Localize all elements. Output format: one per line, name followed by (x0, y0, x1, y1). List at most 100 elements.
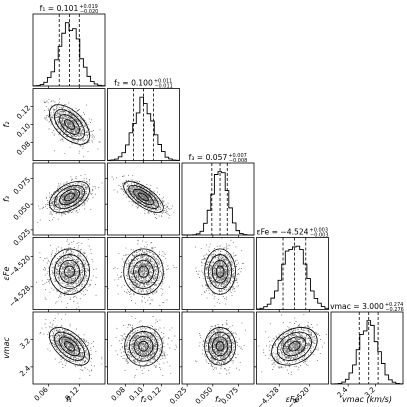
title-f3: f₃ = 0.057+0.007 −0.008 (189, 153, 248, 164)
sample-points (37, 174, 103, 224)
x-tick-label: −4.528 (255, 385, 280, 407)
contour-1.5sigma (128, 184, 159, 209)
sample-points (195, 237, 244, 307)
x-axis-label: f₁ (66, 395, 72, 404)
hist-panel-f1: f₁ = 0.101+0.019 −0.020 (32, 4, 106, 87)
x-axis-label: vmac (km/s) (342, 395, 392, 404)
contour-2sigma (49, 248, 90, 295)
contour-1sigma (59, 259, 80, 284)
frame (32, 13, 106, 87)
frame (32, 162, 106, 236)
y-tick-label: 2.4 (18, 363, 33, 378)
sample-points (107, 239, 177, 306)
scatter-panel-eps_fe-v_mac (256, 311, 329, 385)
x-tick-label: 0.025 (168, 385, 189, 406)
title-plus: +0.007 (228, 153, 247, 159)
contour-1.5sigma (54, 184, 85, 209)
scatter-panel-f2-f3 (107, 162, 180, 236)
frame (181, 311, 255, 385)
x-tick-label: 0.075 (219, 385, 240, 406)
contour-1sigma (211, 259, 229, 284)
title-f1: f₁ = 0.101+0.019 −0.020 (40, 4, 99, 15)
frame (181, 237, 255, 310)
contour-1.5sigma (128, 331, 159, 362)
hist-panel-eps_fe: εFe = −4.524+0.003 −0.003 (256, 228, 329, 310)
scatter-panel-f1-f3 (32, 162, 106, 236)
contour-2sigma (204, 248, 236, 295)
contour-2sigma (49, 104, 90, 145)
x-tick-label: 0.12 (145, 385, 163, 403)
contour-1sigma (59, 188, 80, 206)
frame (256, 237, 329, 310)
y-tick-label: 0.075 (11, 175, 32, 196)
contour-0.5sigma (215, 341, 225, 352)
contour-1sigma (211, 336, 229, 357)
title-minus: −0.008 (229, 158, 248, 164)
contour-2sigma (271, 327, 318, 366)
contour-1sigma (59, 336, 80, 357)
frame (256, 311, 329, 385)
contour-2sigma (124, 326, 163, 367)
x-axis-label: f₃ (215, 395, 221, 404)
x-axis-label: f₂ (140, 395, 147, 404)
contour-0.5sigma (215, 265, 225, 278)
y-axis-label: vmac (2, 336, 11, 358)
contour-0.5sigma (64, 119, 75, 130)
contour-2sigma (123, 248, 164, 295)
contour-2sigma (204, 327, 236, 366)
contour-0.5sigma (288, 341, 301, 352)
contour-2sigma (49, 181, 90, 213)
sample-points (111, 315, 177, 378)
hist-f1 (32, 22, 106, 87)
title-minus: −0.011 (154, 84, 173, 90)
title-plus: +0.274 (385, 302, 404, 308)
contour-1sigma (133, 188, 154, 206)
y-tick-label: 0.050 (11, 201, 32, 222)
contour-1.5sigma (276, 331, 312, 361)
contour-0.5sigma (138, 265, 149, 278)
contour-0.5sigma (138, 192, 149, 202)
title-plus: +0.003 (310, 228, 329, 234)
contour-1sigma (133, 259, 154, 284)
contour-1sigma (282, 336, 307, 357)
title-minus: −0.003 (310, 233, 329, 239)
title-f2: f₂ = 0.100+0.011 −0.011 (114, 79, 173, 90)
hist-panel-f2: f₂ = 0.100+0.011 −0.011 (107, 79, 180, 161)
scatter-panel-f3-eps_fe (181, 237, 255, 310)
sample-points (111, 174, 180, 219)
sample-points (195, 320, 246, 375)
title-eps_fe: εFe = −4.524+0.003 −0.003 (256, 228, 328, 239)
contour-1.5sigma (208, 331, 233, 361)
title-plus: +0.011 (154, 79, 173, 85)
y-axis-label: εFe (2, 267, 11, 281)
hist-v_mac (330, 320, 404, 385)
y-tick-label: −4.528 (7, 283, 32, 308)
y-tick-label: 0.10 (14, 121, 32, 139)
scatter-panel-f1-v_mac (32, 311, 106, 385)
contour-1.5sigma (54, 254, 85, 290)
sample-points (43, 98, 101, 158)
sample-points (39, 313, 103, 379)
contour-2sigma (49, 327, 90, 366)
title-minus: −0.020 (80, 9, 99, 15)
contour-0.5sigma (64, 192, 75, 202)
contour-1sigma (59, 114, 80, 135)
contour-1.5sigma (54, 109, 85, 140)
contour-1sigma (133, 335, 154, 357)
hist-panel-v_mac: vmac = 3.000+0.274 −0.276 (330, 302, 404, 385)
sample-points (258, 314, 327, 375)
contour-0.5sigma (138, 340, 149, 352)
x-tick-label: 0.06 (32, 385, 50, 403)
contour-1.5sigma (54, 331, 85, 361)
sample-points (36, 237, 97, 309)
y-axis-label: f₃ (2, 196, 11, 202)
contour-2sigma (123, 181, 164, 213)
y-axis-label: f₂ (2, 121, 11, 128)
y-tick-label: 0.12 (14, 103, 32, 121)
scatter-panel-f1-eps_fe (32, 237, 106, 310)
title-v_mac: vmac = 3.000+0.274 −0.276 (330, 302, 404, 313)
